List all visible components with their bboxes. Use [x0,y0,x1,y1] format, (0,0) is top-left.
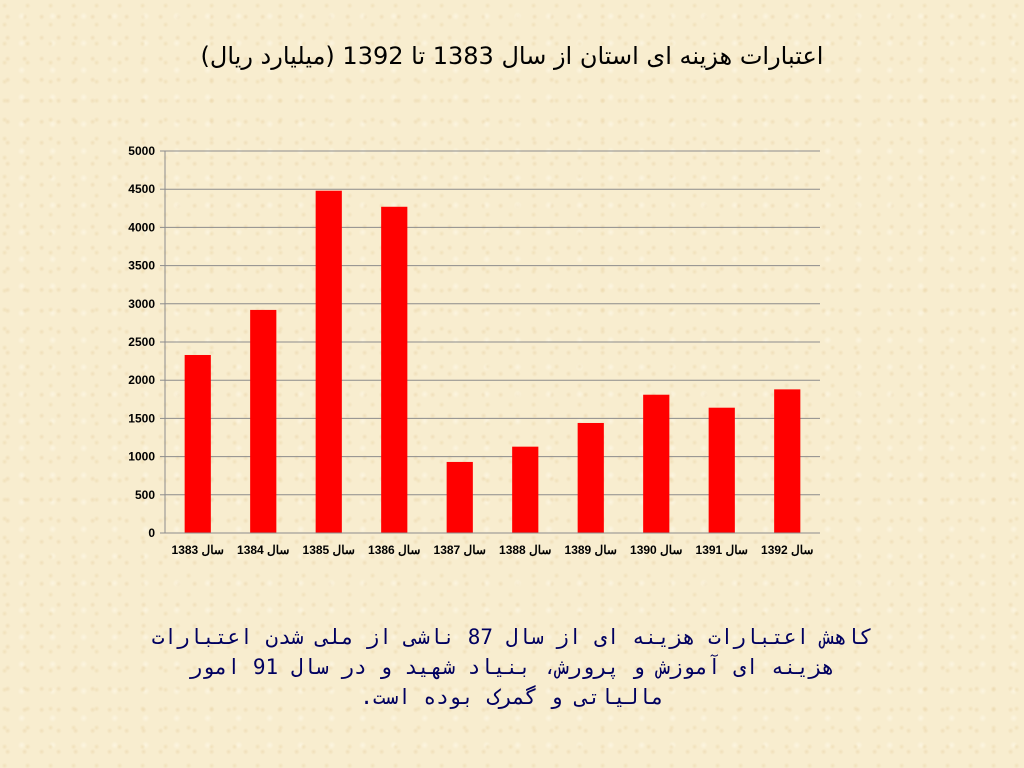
y-tick-labels: 0 500 1000 1500 2000 2500 3000 3500 4000 4500 5000 [128,144,155,540]
bar [184,354,211,533]
y-tick-label: 0 [148,526,155,540]
bar [577,422,604,533]
caption-line-1: کاهش اعتبارات هزینه ای از سال 87 ناشی از… [151,625,873,649]
bar [315,190,342,533]
axes [164,151,820,534]
y-tick-label: 2000 [128,373,155,387]
y-tick-label: 500 [135,488,155,502]
x-tick-label: سال 1383 [172,543,224,557]
bars [184,190,801,533]
x-tick-label: سال 1391 [696,543,748,557]
x-tick-label: سال 1385 [303,543,355,557]
bar [643,394,670,533]
y-tick-label: 1000 [128,450,155,464]
bar-chart: 0 500 1000 1500 2000 2500 3000 3500 4000 4500 5000… [128,144,820,557]
bar [381,206,408,533]
x-tick-label: سال 1389 [565,543,617,557]
x-tick-label: سال 1392 [761,543,813,557]
y-tick-label: 4500 [128,182,155,196]
y-tick-label: 2500 [128,335,155,349]
slide-caption: کاهش اعتبارات هزینه ای از سال 87 ناشی از… [60,622,964,712]
bar [250,309,277,533]
bar [512,446,539,533]
bar [446,461,473,533]
caption-line-3: مالیاتی و گمرک بوده است. [360,685,664,709]
y-tick-label: 3000 [128,297,155,311]
chart-title: اعتبارات هزینه ای استان از سال 1383 تا 1… [200,42,824,70]
y-tick-label: 5000 [128,144,155,158]
bar [708,407,735,533]
y-tick-label: 3500 [128,259,155,273]
x-tick-label: سال 1388 [499,543,551,557]
caption-line-2: هزینه ای آموزش و پرورش، بنیاد شهید و در … [189,655,835,679]
x-tick-label: سال 1390 [630,543,682,557]
x-tick-labels: سال 1383 سال 1384 سال 1385 سال 1386 سال 1387… [172,543,814,557]
x-tick-label: سال 1386 [368,543,420,557]
bar [774,389,801,533]
x-tick-label: سال 1384 [237,543,289,557]
y-tick-label: 4000 [128,220,155,234]
y-tick-label: 1500 [128,411,155,425]
x-tick-label: سال 1387 [434,543,486,557]
